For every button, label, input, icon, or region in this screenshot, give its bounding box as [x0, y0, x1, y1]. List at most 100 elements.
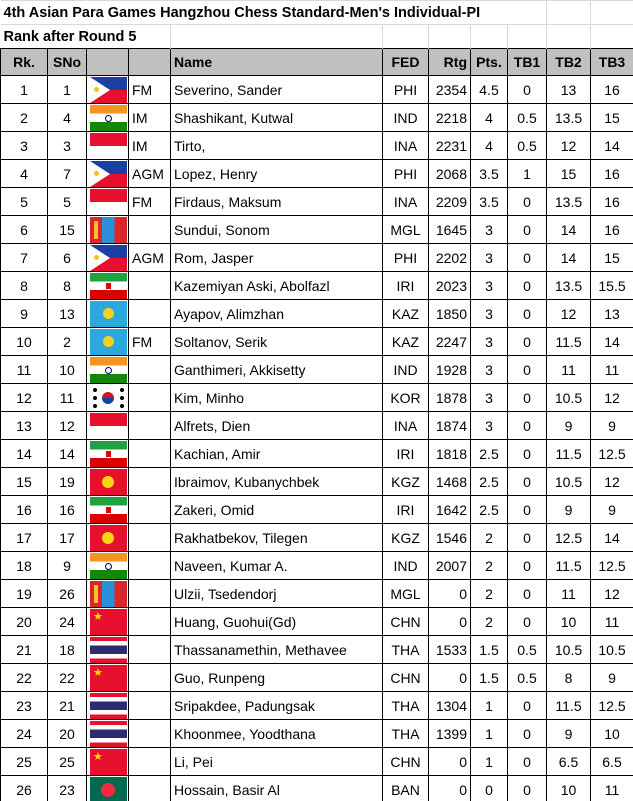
title-cell[interactable] — [128, 355, 171, 384]
tb1-cell[interactable]: 0 — [507, 187, 547, 216]
tb2-cell[interactable]: 11.5 — [546, 691, 591, 720]
header-rtg[interactable]: Rtg — [428, 48, 471, 76]
tb3-cell[interactable]: 11 — [590, 775, 633, 801]
fed-cell[interactable]: THA — [382, 719, 429, 748]
rk-cell[interactable]: 21 — [0, 635, 48, 664]
tb3-cell[interactable]: 10.5 — [590, 635, 633, 664]
rtg-cell[interactable]: 1642 — [428, 495, 471, 524]
rtg-cell[interactable]: 0 — [428, 775, 471, 801]
sno-cell[interactable]: 10 — [47, 355, 87, 384]
title-cell[interactable] — [128, 747, 171, 776]
sno-cell[interactable]: 24 — [47, 607, 87, 636]
cell[interactable] — [590, 24, 633, 49]
name-cell[interactable]: Tirto, — [170, 131, 383, 160]
pts-cell[interactable]: 3.5 — [470, 159, 508, 188]
tb1-cell[interactable]: 0 — [507, 495, 547, 524]
rtg-cell[interactable]: 2209 — [428, 187, 471, 216]
pts-cell[interactable]: 2 — [470, 551, 508, 580]
tb3-cell[interactable]: 6.5 — [590, 747, 633, 776]
tb1-cell[interactable]: 0 — [507, 271, 547, 300]
rtg-cell[interactable]: 2023 — [428, 271, 471, 300]
tb3-cell[interactable]: 16 — [590, 159, 633, 188]
pts-cell[interactable]: 4 — [470, 103, 508, 132]
rtg-cell[interactable]: 2354 — [428, 75, 471, 104]
tb1-cell[interactable]: 0 — [507, 607, 547, 636]
fed-cell[interactable]: BAN — [382, 775, 429, 801]
tb2-cell[interactable]: 13 — [546, 75, 591, 104]
cell[interactable] — [428, 24, 471, 49]
tb3-cell[interactable]: 12 — [590, 467, 633, 496]
sheet-title[interactable]: 4th Asian Para Games Hangzhou Chess Stan… — [0, 0, 547, 25]
fed-cell[interactable]: KAZ — [382, 299, 429, 328]
rk-cell[interactable]: 8 — [0, 271, 48, 300]
sno-cell[interactable]: 22 — [47, 663, 87, 692]
flag-cell[interactable] — [86, 327, 129, 356]
tb1-cell[interactable]: 0.5 — [507, 103, 547, 132]
rtg-cell[interactable]: 2007 — [428, 551, 471, 580]
rtg-cell[interactable]: 2068 — [428, 159, 471, 188]
fed-cell[interactable]: INA — [382, 131, 429, 160]
rk-cell[interactable]: 6 — [0, 215, 48, 244]
tb1-cell[interactable]: 0 — [507, 75, 547, 104]
pts-cell[interactable]: 1.5 — [470, 663, 508, 692]
tb3-cell[interactable]: 10 — [590, 719, 633, 748]
cell[interactable] — [170, 24, 383, 49]
flag-cell[interactable] — [86, 551, 129, 580]
tb2-cell[interactable]: 13.5 — [546, 103, 591, 132]
tb1-cell[interactable]: 0.5 — [507, 635, 547, 664]
title-cell[interactable] — [128, 719, 171, 748]
tb2-cell[interactable]: 10 — [546, 607, 591, 636]
tb1-cell[interactable]: 0 — [507, 383, 547, 412]
fed-cell[interactable]: IRI — [382, 495, 429, 524]
tb3-cell[interactable]: 12.5 — [590, 691, 633, 720]
tb2-cell[interactable]: 11.5 — [546, 439, 591, 468]
sno-cell[interactable]: 6 — [47, 243, 87, 272]
pts-cell[interactable]: 3 — [470, 383, 508, 412]
rtg-cell[interactable]: 2218 — [428, 103, 471, 132]
fed-cell[interactable]: IND — [382, 103, 429, 132]
rtg-cell[interactable]: 1468 — [428, 467, 471, 496]
fed-cell[interactable]: MGL — [382, 215, 429, 244]
tb3-cell[interactable]: 12.5 — [590, 551, 633, 580]
tb1-cell[interactable]: 0 — [507, 355, 547, 384]
tb1-cell[interactable]: 0 — [507, 719, 547, 748]
name-cell[interactable]: Severino, Sander — [170, 75, 383, 104]
sno-cell[interactable]: 18 — [47, 635, 87, 664]
flag-cell[interactable] — [86, 607, 129, 636]
title-cell[interactable] — [128, 215, 171, 244]
pts-cell[interactable]: 3 — [470, 411, 508, 440]
cell[interactable] — [507, 24, 547, 49]
fed-cell[interactable]: CHN — [382, 663, 429, 692]
tb3-cell[interactable]: 16 — [590, 187, 633, 216]
tb2-cell[interactable]: 11.5 — [546, 551, 591, 580]
rtg-cell[interactable]: 2202 — [428, 243, 471, 272]
tb1-cell[interactable]: 0 — [507, 467, 547, 496]
sno-cell[interactable]: 12 — [47, 411, 87, 440]
header-pts[interactable]: Pts. — [470, 48, 508, 76]
rk-cell[interactable]: 5 — [0, 187, 48, 216]
flag-cell[interactable] — [86, 215, 129, 244]
rtg-cell[interactable]: 0 — [428, 579, 471, 608]
pts-cell[interactable]: 3 — [470, 243, 508, 272]
tb3-cell[interactable]: 15.5 — [590, 271, 633, 300]
name-cell[interactable]: Huang, Guohui(Gd) — [170, 607, 383, 636]
tb2-cell[interactable]: 10.5 — [546, 467, 591, 496]
title-cell[interactable] — [128, 383, 171, 412]
rk-cell[interactable]: 23 — [0, 691, 48, 720]
title-cell[interactable] — [128, 775, 171, 801]
flag-cell[interactable] — [86, 635, 129, 664]
tb2-cell[interactable]: 14 — [546, 215, 591, 244]
rk-cell[interactable]: 20 — [0, 607, 48, 636]
tb1-cell[interactable]: 0 — [507, 327, 547, 356]
name-cell[interactable]: Li, Pei — [170, 747, 383, 776]
name-cell[interactable]: Shashikant, Kutwal — [170, 103, 383, 132]
pts-cell[interactable]: 2 — [470, 607, 508, 636]
title-cell[interactable] — [128, 439, 171, 468]
pts-cell[interactable]: 2.5 — [470, 467, 508, 496]
title-cell[interactable] — [128, 271, 171, 300]
pts-cell[interactable]: 3 — [470, 271, 508, 300]
sno-cell[interactable]: 16 — [47, 495, 87, 524]
flag-cell[interactable] — [86, 691, 129, 720]
tb2-cell[interactable]: 11 — [546, 355, 591, 384]
header-tb3[interactable]: TB3 — [590, 48, 633, 76]
